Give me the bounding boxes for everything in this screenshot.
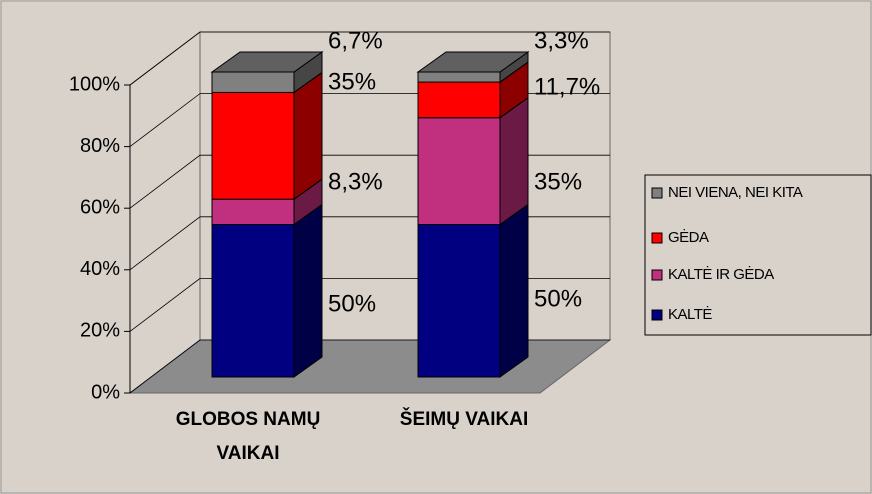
grid-line	[129, 31, 610, 86]
bar-segment	[417, 117, 501, 225]
y-tick-label: 100%	[69, 73, 120, 95]
data-label: 35%	[534, 168, 582, 195]
data-label: 3,3%	[534, 27, 589, 54]
legend-swatch	[651, 309, 663, 321]
legend-swatch	[651, 187, 663, 199]
data-label: 50%	[534, 285, 582, 312]
y-tick-label: 0%	[91, 381, 120, 403]
bar-segment	[417, 224, 501, 378]
data-label: 11,7%	[534, 73, 600, 100]
x-tick-label: ŠEIMŲ VAIKAI	[399, 409, 529, 430]
bar-segment	[211, 198, 295, 225]
bar-top	[210, 51, 324, 73]
legend-label: KALTĖ IR GĖDA	[668, 265, 774, 283]
legend-box	[644, 174, 872, 336]
legend-label: KALTĖ	[668, 305, 712, 323]
data-label: 35%	[328, 68, 376, 95]
bar-segment	[211, 71, 295, 93]
bar-segment	[417, 71, 501, 83]
floor	[128, 339, 612, 394]
bar-top	[416, 51, 530, 73]
bar-side	[293, 203, 323, 378]
bar-side	[499, 203, 529, 378]
data-label: 6,7%	[328, 27, 383, 54]
y-tick-label: 60%	[80, 196, 120, 218]
x-tick-label: GLOBOS NAMŲ VAIKAI	[175, 409, 321, 464]
bar-side	[499, 96, 529, 226]
legend-label: GĖDA	[668, 228, 709, 246]
data-label: 8,3%	[328, 168, 383, 195]
y-tick-label: 80%	[80, 135, 120, 157]
legend-label: NEI VIENA, NEI KITA	[668, 184, 803, 201]
bar-side	[293, 71, 323, 201]
legend-swatch	[651, 269, 663, 281]
bar-segment	[211, 91, 295, 200]
data-label: 50%	[328, 290, 376, 317]
bar-segment	[211, 224, 295, 378]
legend-swatch	[651, 232, 663, 244]
y-tick-label: 40%	[80, 258, 120, 280]
y-tick-label: 20%	[80, 320, 120, 342]
side-wall	[129, 30, 201, 395]
bar-segment	[417, 81, 501, 119]
